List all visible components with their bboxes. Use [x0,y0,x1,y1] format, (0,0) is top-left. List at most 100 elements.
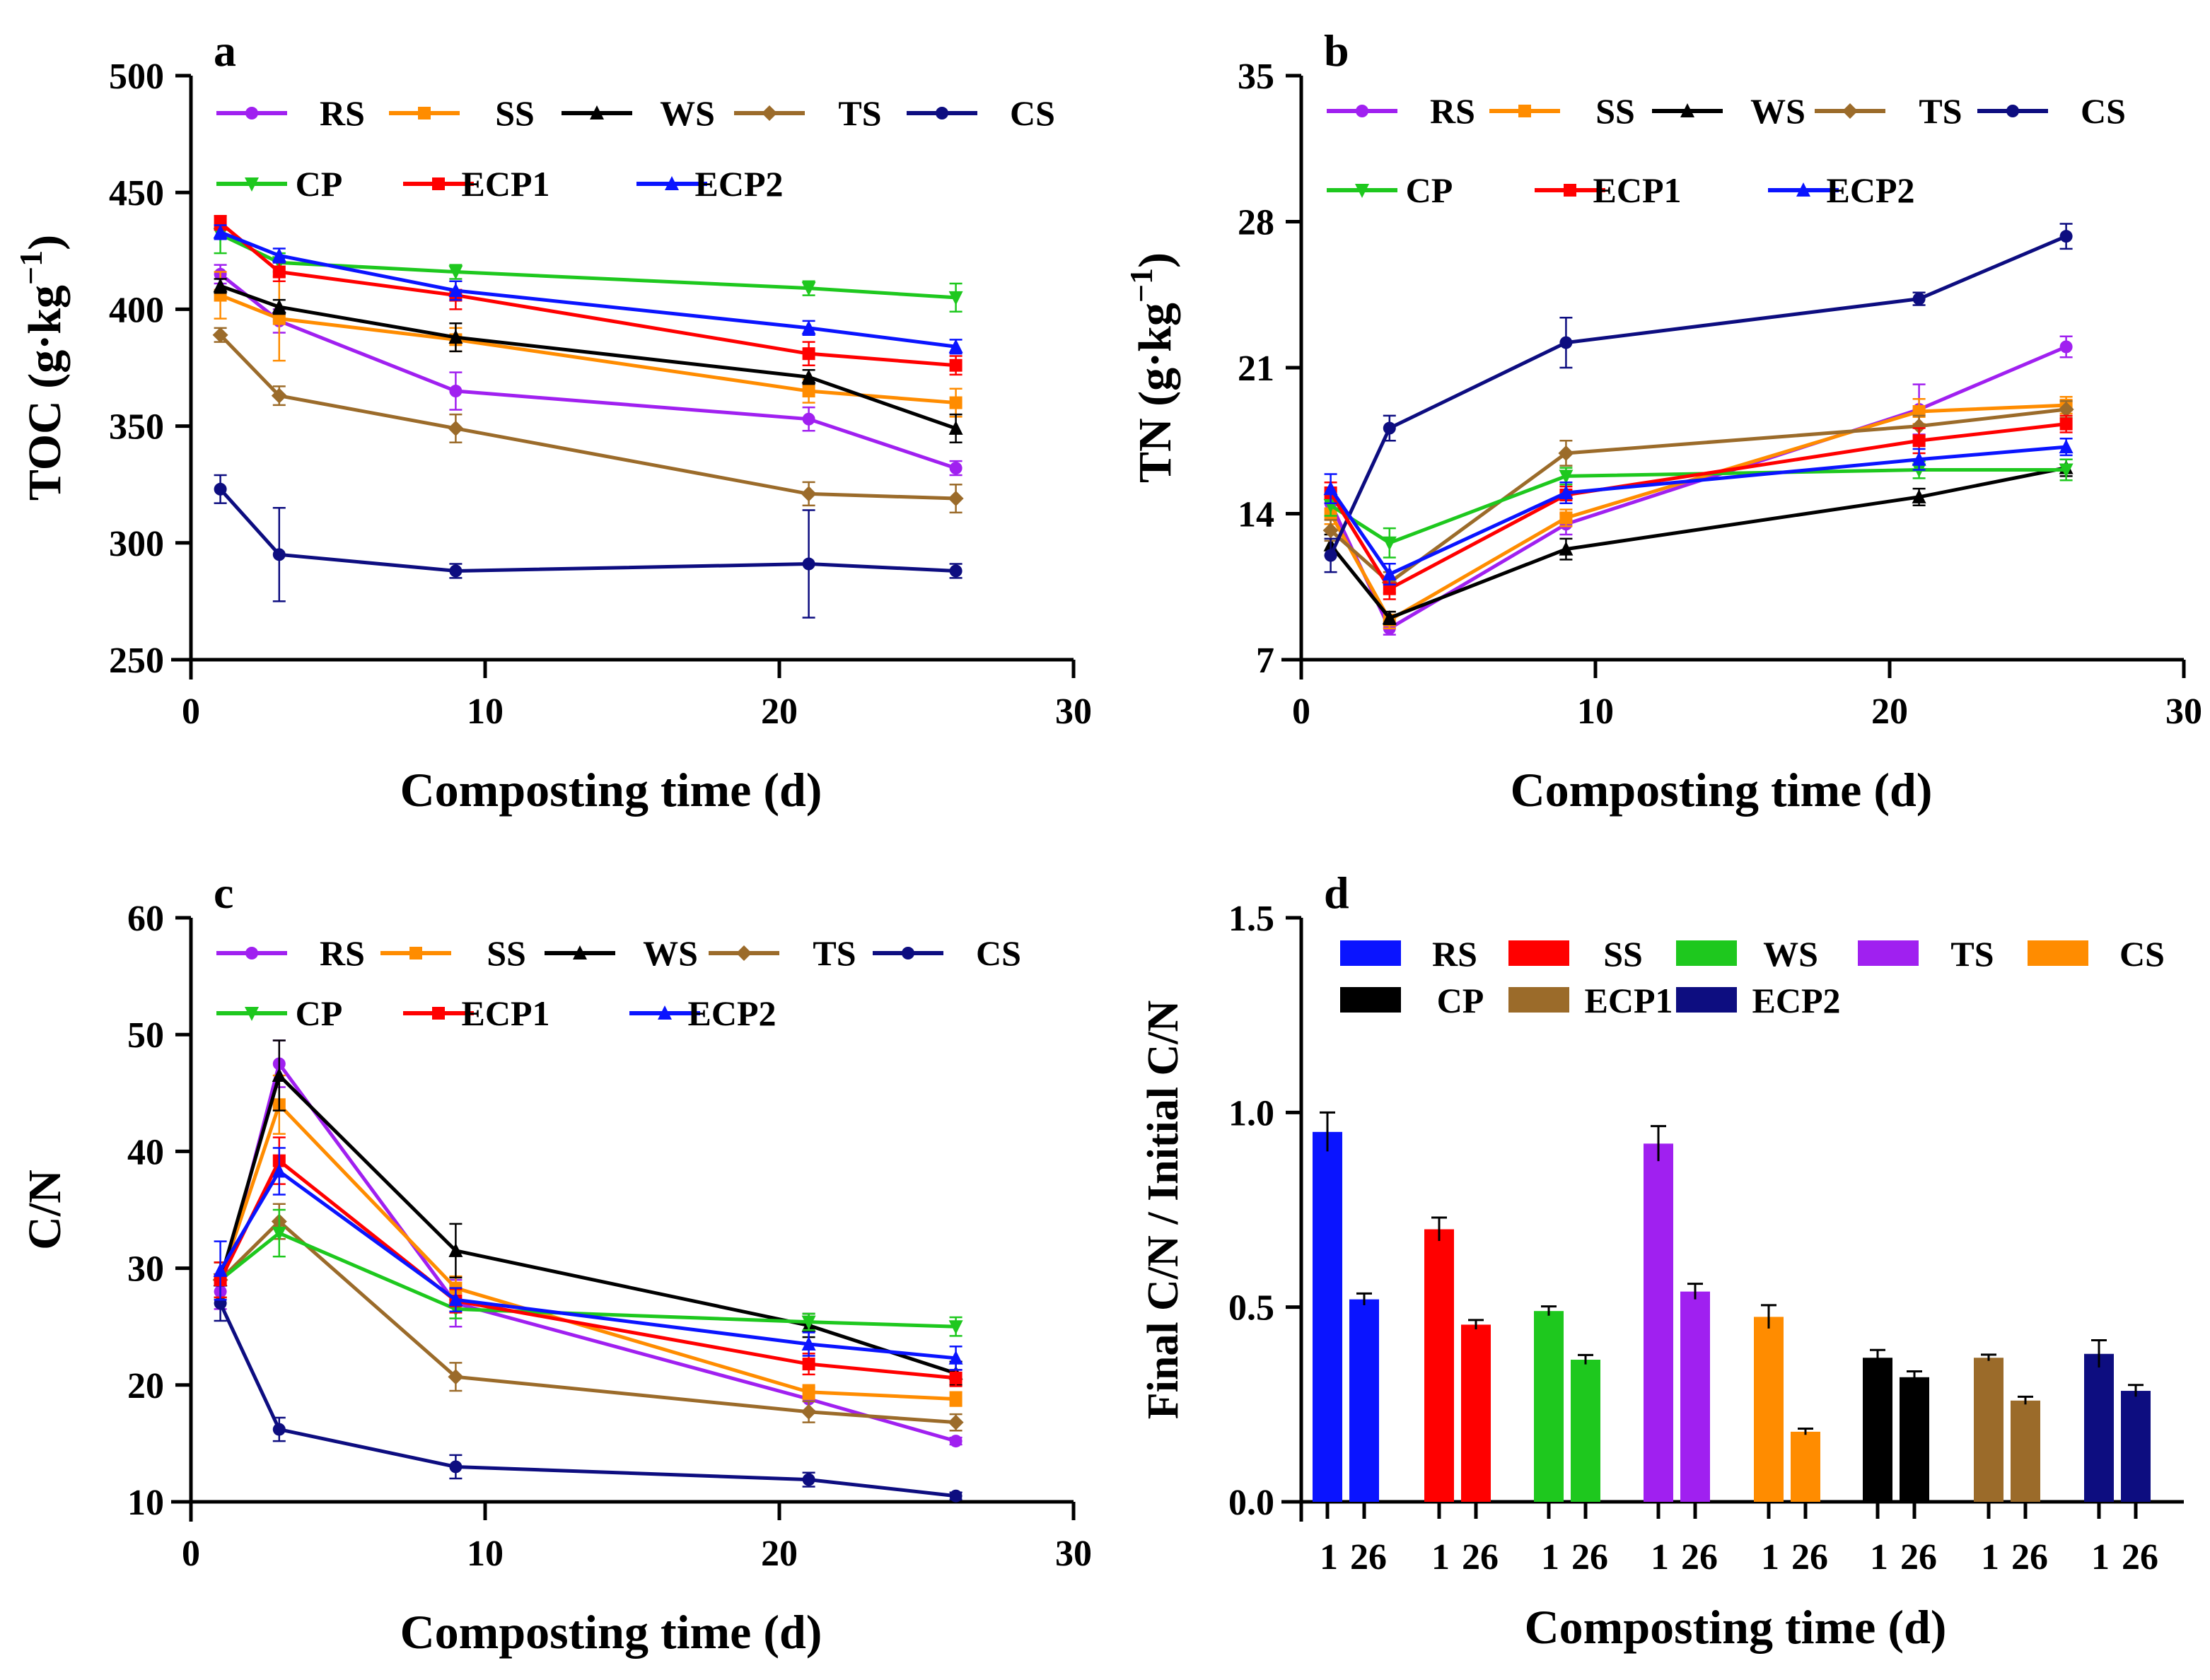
legend-label: RS [320,93,365,133]
legend-label: ECP1 [462,164,550,204]
y-axis-label-close: ) [19,235,71,250]
series-line [219,1159,956,1380]
legend-label: CP [296,993,343,1033]
x-tick-label: 26 [1350,1537,1387,1577]
legend-label: RS [320,933,365,973]
legend-marker [1564,184,1576,197]
series-line [219,1302,956,1498]
data-point [802,347,815,361]
y-tick-label: 50 [127,1015,164,1056]
panel-label-b: b [1324,25,1349,76]
series-ss [214,271,962,418]
data-point [1382,536,1397,551]
legend-item-ecp2: ECP2 [1676,981,1841,1020]
data-point [449,564,463,578]
data-point [1382,566,1397,581]
data-point [802,385,815,398]
y-tick-label: 20 [127,1366,164,1406]
x-tick-label: 0 [182,1534,200,1574]
legend-marker [1796,182,1810,197]
data-point [448,420,464,436]
data-point [801,486,817,502]
series-line [1329,345,2067,631]
data-point [272,1227,286,1242]
legend-swatch [1508,987,1569,1013]
bar-group-ws: 1 26 [1534,1305,1608,1577]
data-point [802,1358,815,1371]
bar [2121,1391,2151,1502]
series-line [1329,422,2066,591]
legend-item-cp: CP [216,993,342,1033]
data-point [272,312,286,325]
data-point [272,299,286,314]
data-point [2059,230,2073,243]
legend: RS SS WS TS CS CP ECP1 ECP2 [216,93,1055,204]
data-point [213,278,228,293]
y-tick-label: 500 [109,57,164,97]
legend-label: RS [1430,91,1475,131]
legend-label: ECP1 [1585,981,1673,1020]
series-cs [1324,223,2073,573]
legend-item-ts: TS [709,933,856,973]
data-point [2058,402,2074,417]
data-point [949,1392,962,1406]
legend-label: CP [1406,170,1453,210]
legend-swatch [2028,940,2088,966]
bar-group-cs: 1 26 [1754,1304,1828,1577]
panel-label-d: d [1324,868,1349,918]
legend-label: WS [660,93,715,133]
data-point [949,462,962,475]
legend-label: SS [487,933,526,973]
legend-label: TS [813,933,856,973]
y-tick-label: 250 [109,641,164,681]
legend-label: TS [1950,934,1994,974]
data-point [213,1262,228,1277]
legend-label: CS [1010,93,1055,133]
bar [1534,1311,1564,1502]
x-tick-label: 10 [467,1534,504,1574]
data-point [948,1320,963,1335]
x-tick-label: 1 [2091,1537,2110,1577]
y-tick-label: 0.5 [1228,1288,1274,1329]
series-line [219,1102,956,1401]
legend-item-ecp1: ECP1 [403,164,550,204]
legend-item-cp: CP [216,164,342,204]
data-point [449,1460,463,1474]
data-point [1382,610,1397,624]
bar [1313,1131,1342,1502]
x-tick-label: 10 [467,692,504,732]
legend-label: ECP2 [695,164,784,204]
data-point [448,1369,464,1385]
x-tick-label: 26 [1681,1537,1718,1577]
data-point [949,1435,962,1448]
y-tick-label: 1.0 [1228,1093,1274,1133]
y-axis-label: C/N [19,1169,71,1250]
data-point [1559,469,1574,484]
data-point [1383,421,1396,435]
legend-item-ss: SS [1508,934,1643,974]
x-axis-label: Composting time (d) [400,1605,822,1659]
y-axis-label: TOC (g·kg−1) [13,235,71,501]
bar [2011,1400,2040,1502]
series-ws [213,278,963,443]
legend-item-ss: SS [389,93,535,133]
legend-marker [245,947,258,959]
legend-marker [658,1005,672,1020]
data-point [801,369,816,384]
bar [1900,1377,1929,1502]
y-tick-label: 10 [127,1483,164,1523]
legend-item-ss: SS [380,933,526,973]
bar [1974,1358,2003,1502]
x-tick-label: 20 [1871,692,1908,732]
x-tick-label: 30 [1055,692,1092,732]
legend-label: WS [1750,91,1805,131]
legend-item-ecp2: ECP2 [629,993,777,1033]
bar [1461,1324,1491,1502]
y-tick-label: 350 [109,407,164,448]
panel-label-a: a [214,25,236,76]
legend: RS SS WS TS CS CP ECP1 ECP2 [216,933,1021,1033]
series-line [1329,234,2067,556]
x-tick-label: 20 [761,1534,798,1574]
y-axis-label: Final C/N / Initial C/N [1139,1001,1187,1420]
legend-item-ecp1: ECP1 [1508,981,1673,1020]
